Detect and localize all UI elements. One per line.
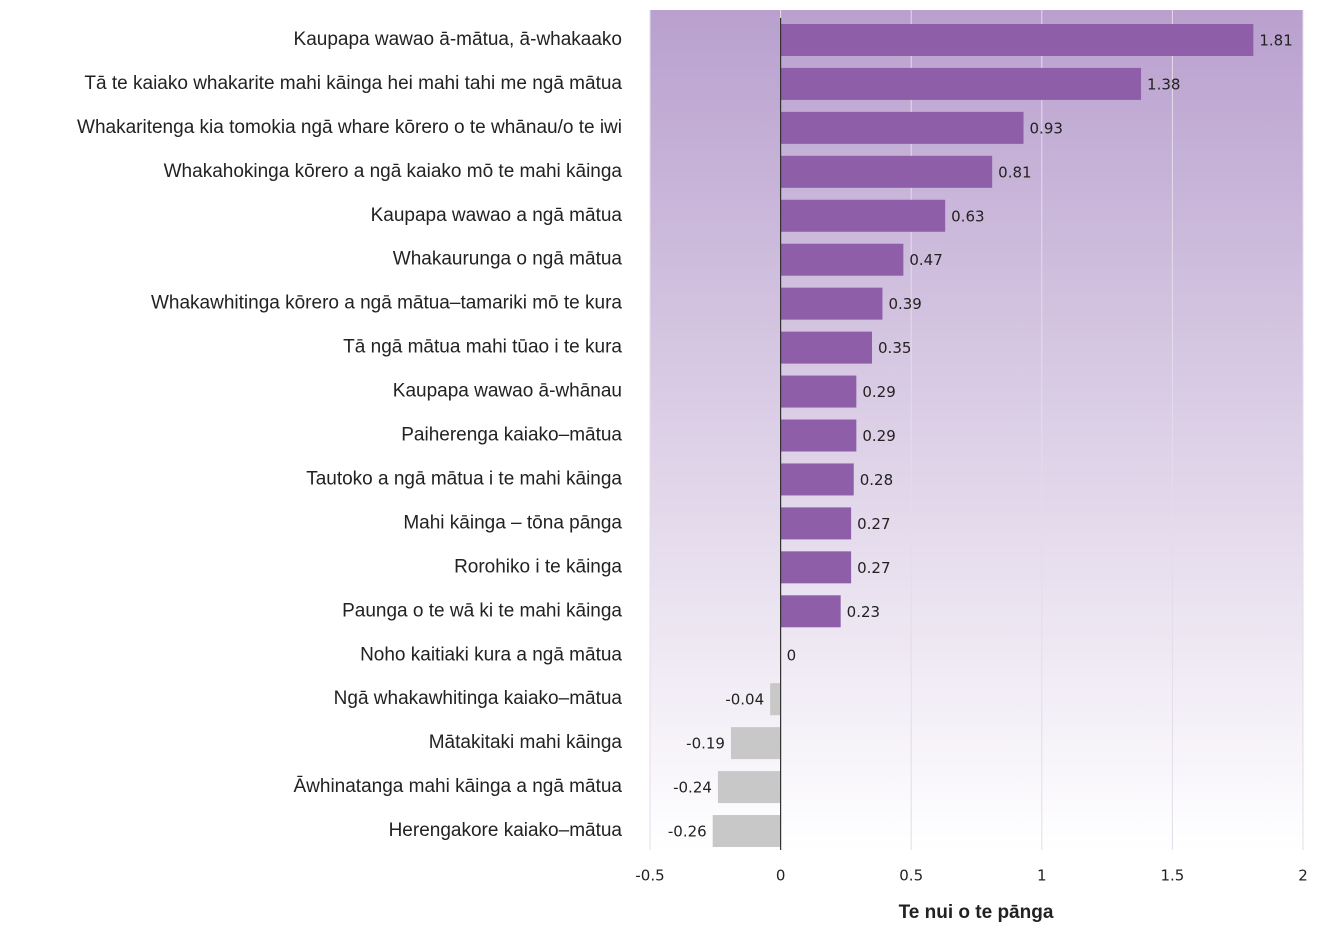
bar — [717, 771, 781, 804]
plot-background — [650, 10, 1303, 850]
value-label: 1.81 — [1259, 31, 1292, 49]
bar — [780, 595, 841, 628]
value-label: 0.63 — [951, 207, 984, 225]
bar — [780, 551, 852, 584]
y-tick-label: Tā ngā mātua mahi tūao i te kura — [343, 337, 622, 358]
value-label: 0.28 — [860, 471, 893, 489]
bar — [712, 815, 781, 848]
bar — [780, 463, 854, 496]
x-tick-label: 0.5 — [899, 867, 923, 885]
bar — [780, 243, 904, 276]
bar — [780, 419, 857, 452]
y-tick-label: Paiherenga kaiako–mātua — [401, 425, 622, 446]
x-tick-label: 2 — [1298, 867, 1308, 885]
value-label: 0.29 — [862, 383, 895, 401]
y-tick-label: Paunga o te wā ki te mahi kāinga — [342, 600, 622, 621]
value-label: 0.27 — [857, 515, 890, 533]
value-label: 0.27 — [857, 559, 890, 577]
value-label: -0.26 — [668, 823, 707, 841]
y-tick-label: Whakawhitinga kōrero a ngā mātua–tamarik… — [151, 293, 622, 314]
value-label: -0.19 — [686, 735, 725, 753]
bar — [780, 331, 873, 364]
value-label: 0.39 — [888, 295, 921, 313]
y-tick-label: Whakaritenga kia tomokia ngā whare kōrer… — [77, 117, 622, 138]
y-tick-label: Tā te kaiako whakarite mahi kāinga hei m… — [84, 73, 622, 94]
y-tick-label: Kaupapa wawao ā-mātua, ā-whakaako — [294, 29, 622, 50]
y-tick-label: Herengakore kaiako–mātua — [389, 820, 623, 841]
value-label: 0.29 — [862, 427, 895, 445]
value-label: -0.04 — [725, 691, 764, 709]
x-axis-title: Te nui o te pānga — [899, 902, 1054, 923]
bar — [780, 199, 946, 232]
y-tick-label: Rorohiko i te kāinga — [454, 556, 622, 577]
y-tick-label: Kaupapa wawao ā-whānau — [393, 381, 622, 402]
bar — [780, 375, 857, 408]
x-tick-label: 1 — [1037, 867, 1047, 885]
y-tick-label: Mahi kāinga – tōna pānga — [403, 512, 622, 533]
value-label: 0 — [787, 647, 797, 665]
bar — [780, 155, 993, 188]
y-tick-label: Kaupapa wawao a ngā mātua — [371, 205, 623, 226]
value-label: 0.35 — [878, 339, 911, 357]
x-tick-label: 1.5 — [1160, 867, 1184, 885]
bar — [780, 67, 1142, 100]
y-tick-label: Whakaurunga o ngā mātua — [393, 249, 623, 270]
x-tick-label: -0.5 — [635, 867, 664, 885]
bar — [780, 287, 883, 320]
bar — [770, 683, 781, 716]
y-tick-label: Whakahokinga kōrero a ngā kaiako mō te m… — [164, 161, 623, 182]
y-tick-label: Mātakitaki mahi kāinga — [429, 732, 623, 753]
value-label: 0.81 — [998, 163, 1031, 181]
bar — [730, 727, 781, 760]
bar — [780, 111, 1024, 144]
y-tick-label: Noho kaitiaki kura a ngā mātua — [360, 644, 622, 665]
value-label: 0.23 — [847, 603, 880, 621]
y-tick-label: Tautoko a ngā mātua i te mahi kāinga — [306, 468, 622, 489]
bar — [780, 23, 1254, 56]
value-label: 0.47 — [909, 251, 942, 269]
value-label: -0.24 — [673, 779, 712, 797]
value-label: 1.38 — [1147, 75, 1180, 93]
y-tick-label: Ngā whakawhitinga kaiako–mātua — [334, 688, 623, 709]
value-label: 0.93 — [1030, 119, 1063, 137]
x-tick-label: 0 — [776, 867, 786, 885]
y-tick-label: Āwhinatanga mahi kāinga a ngā mātua — [293, 776, 622, 797]
bar — [780, 507, 852, 540]
